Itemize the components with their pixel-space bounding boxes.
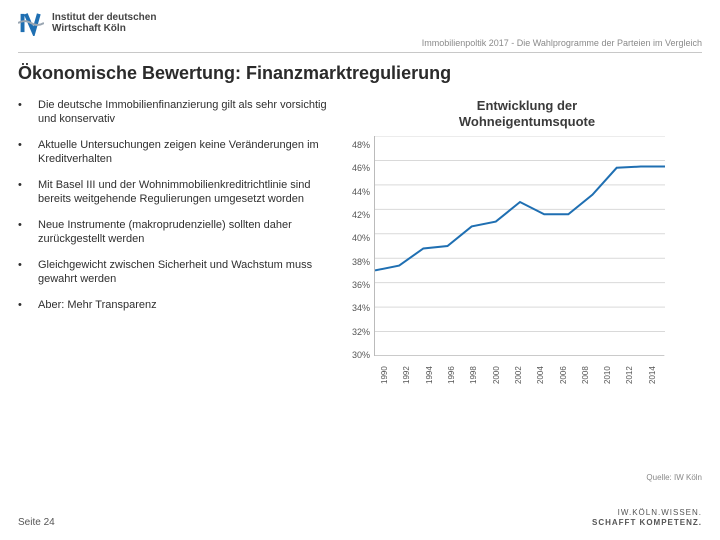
source-label: Quelle: IW Köln [646, 473, 702, 482]
footer: Seite 24 IW.KÖLN.WISSEN. SCHAFFT KOMPETE… [18, 508, 702, 528]
bullet-dot-icon: • [18, 178, 28, 206]
y-tick-label: 46% [352, 163, 370, 173]
x-tick-label: 1996 [447, 360, 469, 390]
bullet-text: Die deutsche Immobilienfinanzierung gilt… [38, 98, 338, 126]
x-axis: 1990199219941996199820002002200420062008… [380, 360, 670, 390]
bullet-item: • Die deutsche Immobilienfinanzierung gil… [18, 98, 338, 126]
bullet-dot-icon: • [18, 258, 28, 286]
x-tick-label: 1992 [402, 360, 424, 390]
y-tick-label: 32% [352, 327, 370, 337]
x-tick-label: 2006 [559, 360, 581, 390]
org-line1: Institut der deutschen [52, 12, 156, 23]
series-line [375, 167, 665, 271]
bullet-dot-icon: • [18, 298, 28, 312]
y-tick-label: 38% [352, 257, 370, 267]
plot-area [374, 136, 664, 356]
chart-title-l2: Wohneigentumsquote [459, 114, 595, 129]
bullet-text: Mit Basel III und der Wohnimmobilienkred… [38, 178, 338, 206]
page-number: Seite 24 [18, 517, 55, 528]
x-tick-label: 2008 [581, 360, 603, 390]
page-title: Ökonomische Bewertung: Finanzmarktreguli… [18, 63, 702, 84]
org-line2: Wirtschaft Köln [52, 23, 156, 34]
bullet-text: Gleichgewicht zwischen Sicherheit und Wa… [38, 258, 338, 286]
org-name: Institut der deutschen Wirtschaft Köln [52, 12, 156, 34]
header: Institut der deutschen Wirtschaft Köln [18, 10, 702, 36]
bullet-item: • Gleichgewicht zwischen Sicherheit und W… [18, 258, 338, 286]
x-tick-label: 2014 [648, 360, 670, 390]
x-tick-label: 2004 [536, 360, 558, 390]
x-tick-label: 2010 [603, 360, 625, 390]
x-tick-label: 2012 [625, 360, 647, 390]
tag-line2: SCHAFFT KOMPETENZ. [592, 518, 702, 528]
bullet-list: • Die deutsche Immobilienfinanzierung gil… [18, 98, 338, 390]
y-tick-label: 48% [352, 140, 370, 150]
chart-title: Entwicklung der Wohneigentumsquote [352, 98, 702, 130]
plot-wrap: 48%46%44%42%40%38%36%34%32%30% [352, 136, 702, 356]
chart-title-l1: Entwicklung der [477, 98, 577, 113]
y-tick-label: 40% [352, 233, 370, 243]
y-tick-label: 44% [352, 187, 370, 197]
gridlines [375, 136, 665, 356]
bullet-dot-icon: • [18, 138, 28, 166]
x-tick-label: 1990 [380, 360, 402, 390]
logo-icon [18, 10, 44, 36]
y-tick-label: 30% [352, 350, 370, 360]
tag-line1: IW.KÖLN.WISSEN. [592, 508, 702, 518]
bullet-text: Neue Instrumente (makroprudenzielle) sol… [38, 218, 338, 246]
doc-subtitle: Immobilienpoltik 2017 - Die Wahlprogramm… [18, 38, 702, 48]
bullet-item: • Aber: Mehr Transparenz [18, 298, 338, 312]
body: • Die deutsche Immobilienfinanzierung gil… [18, 98, 702, 390]
bullet-text: Aber: Mehr Transparenz [38, 298, 157, 312]
y-tick-label: 36% [352, 280, 370, 290]
bullet-item: • Aktuelle Untersuchungen zeigen keine Ve… [18, 138, 338, 166]
x-tick-label: 1994 [425, 360, 447, 390]
slide: Institut der deutschen Wirtschaft Köln I… [0, 0, 720, 540]
y-axis: 48%46%44%42%40%38%36%34%32%30% [352, 136, 374, 356]
chart-svg [375, 136, 665, 356]
bullet-text: Aktuelle Untersuchungen zeigen keine Ver… [38, 138, 338, 166]
y-tick-label: 34% [352, 303, 370, 313]
x-tick-label: 2002 [514, 360, 536, 390]
footer-tag: IW.KÖLN.WISSEN. SCHAFFT KOMPETENZ. [592, 508, 702, 528]
bullet-item: • Neue Instrumente (makroprudenzielle) so… [18, 218, 338, 246]
chart-column: Entwicklung der Wohneigentumsquote 48% 46… [352, 98, 702, 390]
bullet-item: • Mit Basel III und der Wohnimmobilienkre… [18, 178, 338, 206]
x-tick-label: 2000 [492, 360, 514, 390]
y-tick-label: 42% [352, 210, 370, 220]
x-tick-label: 1998 [469, 360, 491, 390]
bullet-dot-icon: • [18, 218, 28, 246]
bullet-dot-icon: • [18, 98, 28, 126]
divider [18, 52, 702, 53]
